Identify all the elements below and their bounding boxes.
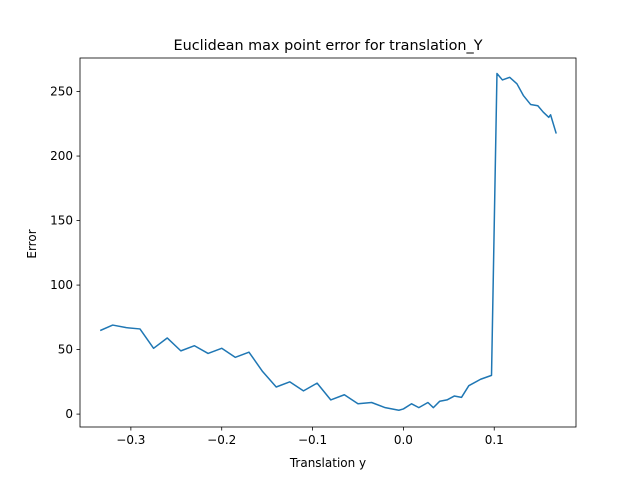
- chart-title: Euclidean max point error for translatio…: [174, 38, 483, 54]
- y-tick-label: 200: [50, 149, 73, 163]
- x-tick-label: 0.0: [394, 433, 413, 447]
- y-tick-label: 0: [65, 407, 73, 421]
- axes-frame: [79, 57, 577, 428]
- series-line: [99, 72, 557, 411]
- y-axis-label: Error: [25, 229, 39, 258]
- y-tick-label: 50: [58, 343, 73, 357]
- y-tick-label: 150: [50, 214, 73, 228]
- x-tick-label: 0.1: [485, 433, 504, 447]
- x-tick-label: −0.1: [298, 433, 327, 447]
- x-tick-label: −0.3: [116, 433, 145, 447]
- y-tick-label: 250: [50, 85, 73, 99]
- x-axis: −0.3 −0.2 −0.1 0.0 0.1: [116, 427, 504, 447]
- x-tick-label: −0.2: [207, 433, 236, 447]
- x-axis-label: Translation y: [289, 456, 366, 470]
- y-axis: 0 50 100 150 200 250: [50, 85, 80, 421]
- y-tick-label: 100: [50, 278, 73, 292]
